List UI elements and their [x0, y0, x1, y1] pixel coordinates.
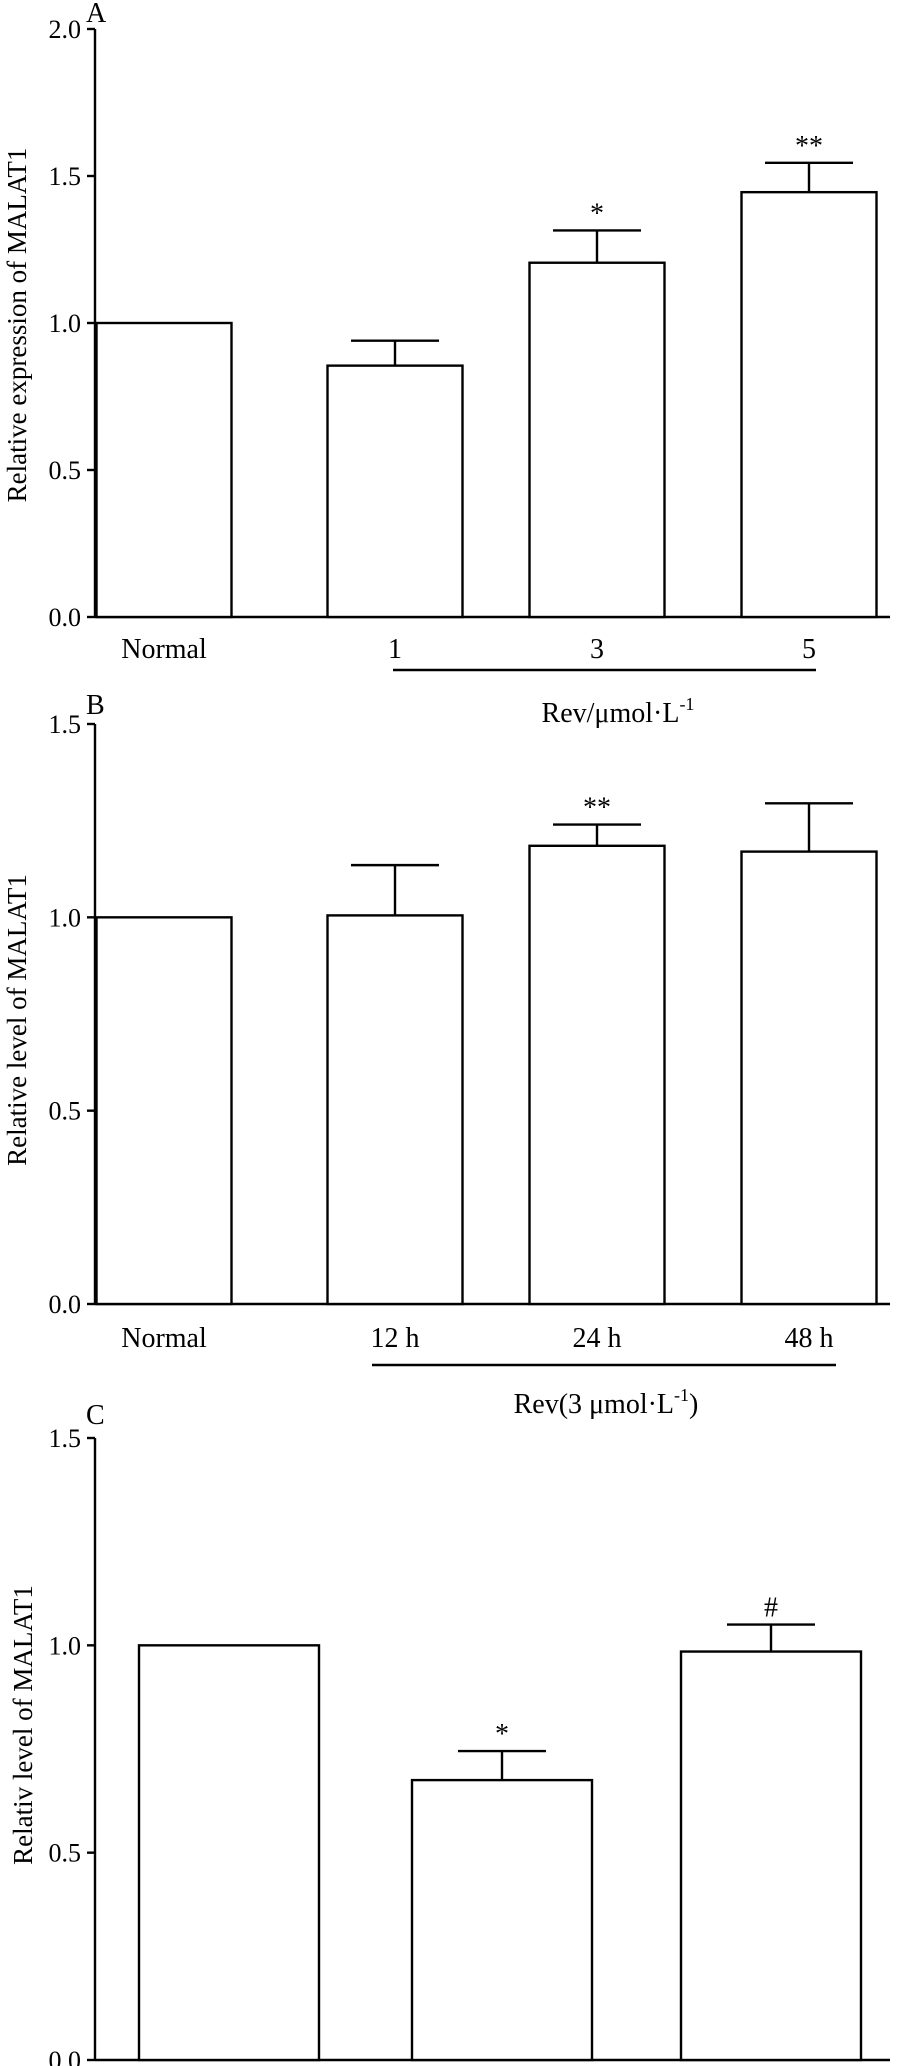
panel-c: C Relativ level of MALAT1 0.00.51.01.5No… — [8, 1400, 890, 2066]
panel-a-bar — [740, 190, 878, 619]
panel-a-category-label: 1 — [388, 634, 402, 665]
panel-letter-b: B — [86, 690, 105, 721]
panel-c-y-tick-label: 1.0 — [49, 1631, 82, 1660]
panel-b-y-tick-label: 1.5 — [49, 710, 82, 739]
panel-letter-a: A — [86, 0, 107, 29]
panel-b-bar — [326, 914, 464, 1306]
panel-a-significance-mark: * — [590, 198, 604, 229]
panel-b-y-tick-label: 0.0 — [49, 1290, 82, 1319]
panel-a-category-label: Normal — [121, 634, 207, 665]
panel-c-y-tick-label: 1.5 — [49, 1424, 82, 1453]
panel-b-category-label: Normal — [121, 1323, 207, 1354]
panel-b-bar — [95, 916, 233, 1306]
panel-b-significance-mark: ** — [583, 793, 611, 824]
panel-c-bar — [410, 1778, 594, 2062]
panel-c-y-tick-label: 0.5 — [49, 1839, 82, 1868]
panel-b-y-axis-label: Relative level of MALAT1 — [2, 874, 32, 1166]
panel-b-category-label: 24 h — [573, 1323, 622, 1354]
panel-c-y-tick-label: 0.0 — [49, 2046, 82, 2066]
panel-b-y-tick-label: 1.0 — [49, 903, 82, 932]
panel-c-significance-mark: # — [764, 1593, 778, 1624]
panel-b-category-label: 48 h — [785, 1323, 834, 1354]
panel-b-bar — [740, 850, 878, 1306]
panel-a-bar — [95, 321, 233, 619]
panel-c-bar — [679, 1650, 863, 2062]
panel-a-y-tick-label: 1.0 — [49, 309, 82, 338]
panel-a-significance-mark: ** — [795, 131, 823, 162]
panel-a-y-tick-label: 0.5 — [49, 456, 82, 485]
panel-a-group-label: Rev/μmol·L-1 — [542, 694, 695, 729]
panel-a-bar — [326, 364, 464, 619]
panel-a-category-label: 3 — [590, 634, 604, 665]
panel-b-category-label: 12 h — [371, 1323, 420, 1354]
panel-b: B Relative level of MALAT1 0.0 0.5 1.0 1.5 N… — [2, 690, 890, 1420]
panel-letter-c: C — [86, 1400, 105, 1431]
panel-a: A Relative expression of MALAT1 0.0 0.5 1.… — [2, 0, 890, 729]
panel-a-category-label: 5 — [802, 634, 816, 665]
panel-a-y-tick-label: 1.5 — [49, 162, 82, 191]
panel-a-y-axis-label: Relative expression of MALAT1 — [2, 148, 32, 503]
panel-b-y-tick-label: 0.5 — [49, 1097, 82, 1126]
panel-b-group-label: Rev(3 μmol·L-1) — [514, 1385, 699, 1420]
panel-a-y-tick-label: 0.0 — [49, 603, 82, 632]
panel-a-bar — [528, 261, 666, 619]
panel-c-bar — [137, 1644, 321, 2062]
panel-b-bar — [528, 844, 666, 1306]
panel-c-y-axis-label: Relativ level of MALAT1 — [8, 1585, 38, 1865]
panel-a-y-tick-label: 2.0 — [49, 15, 82, 44]
panel-c-significance-mark: * — [495, 1719, 509, 1750]
